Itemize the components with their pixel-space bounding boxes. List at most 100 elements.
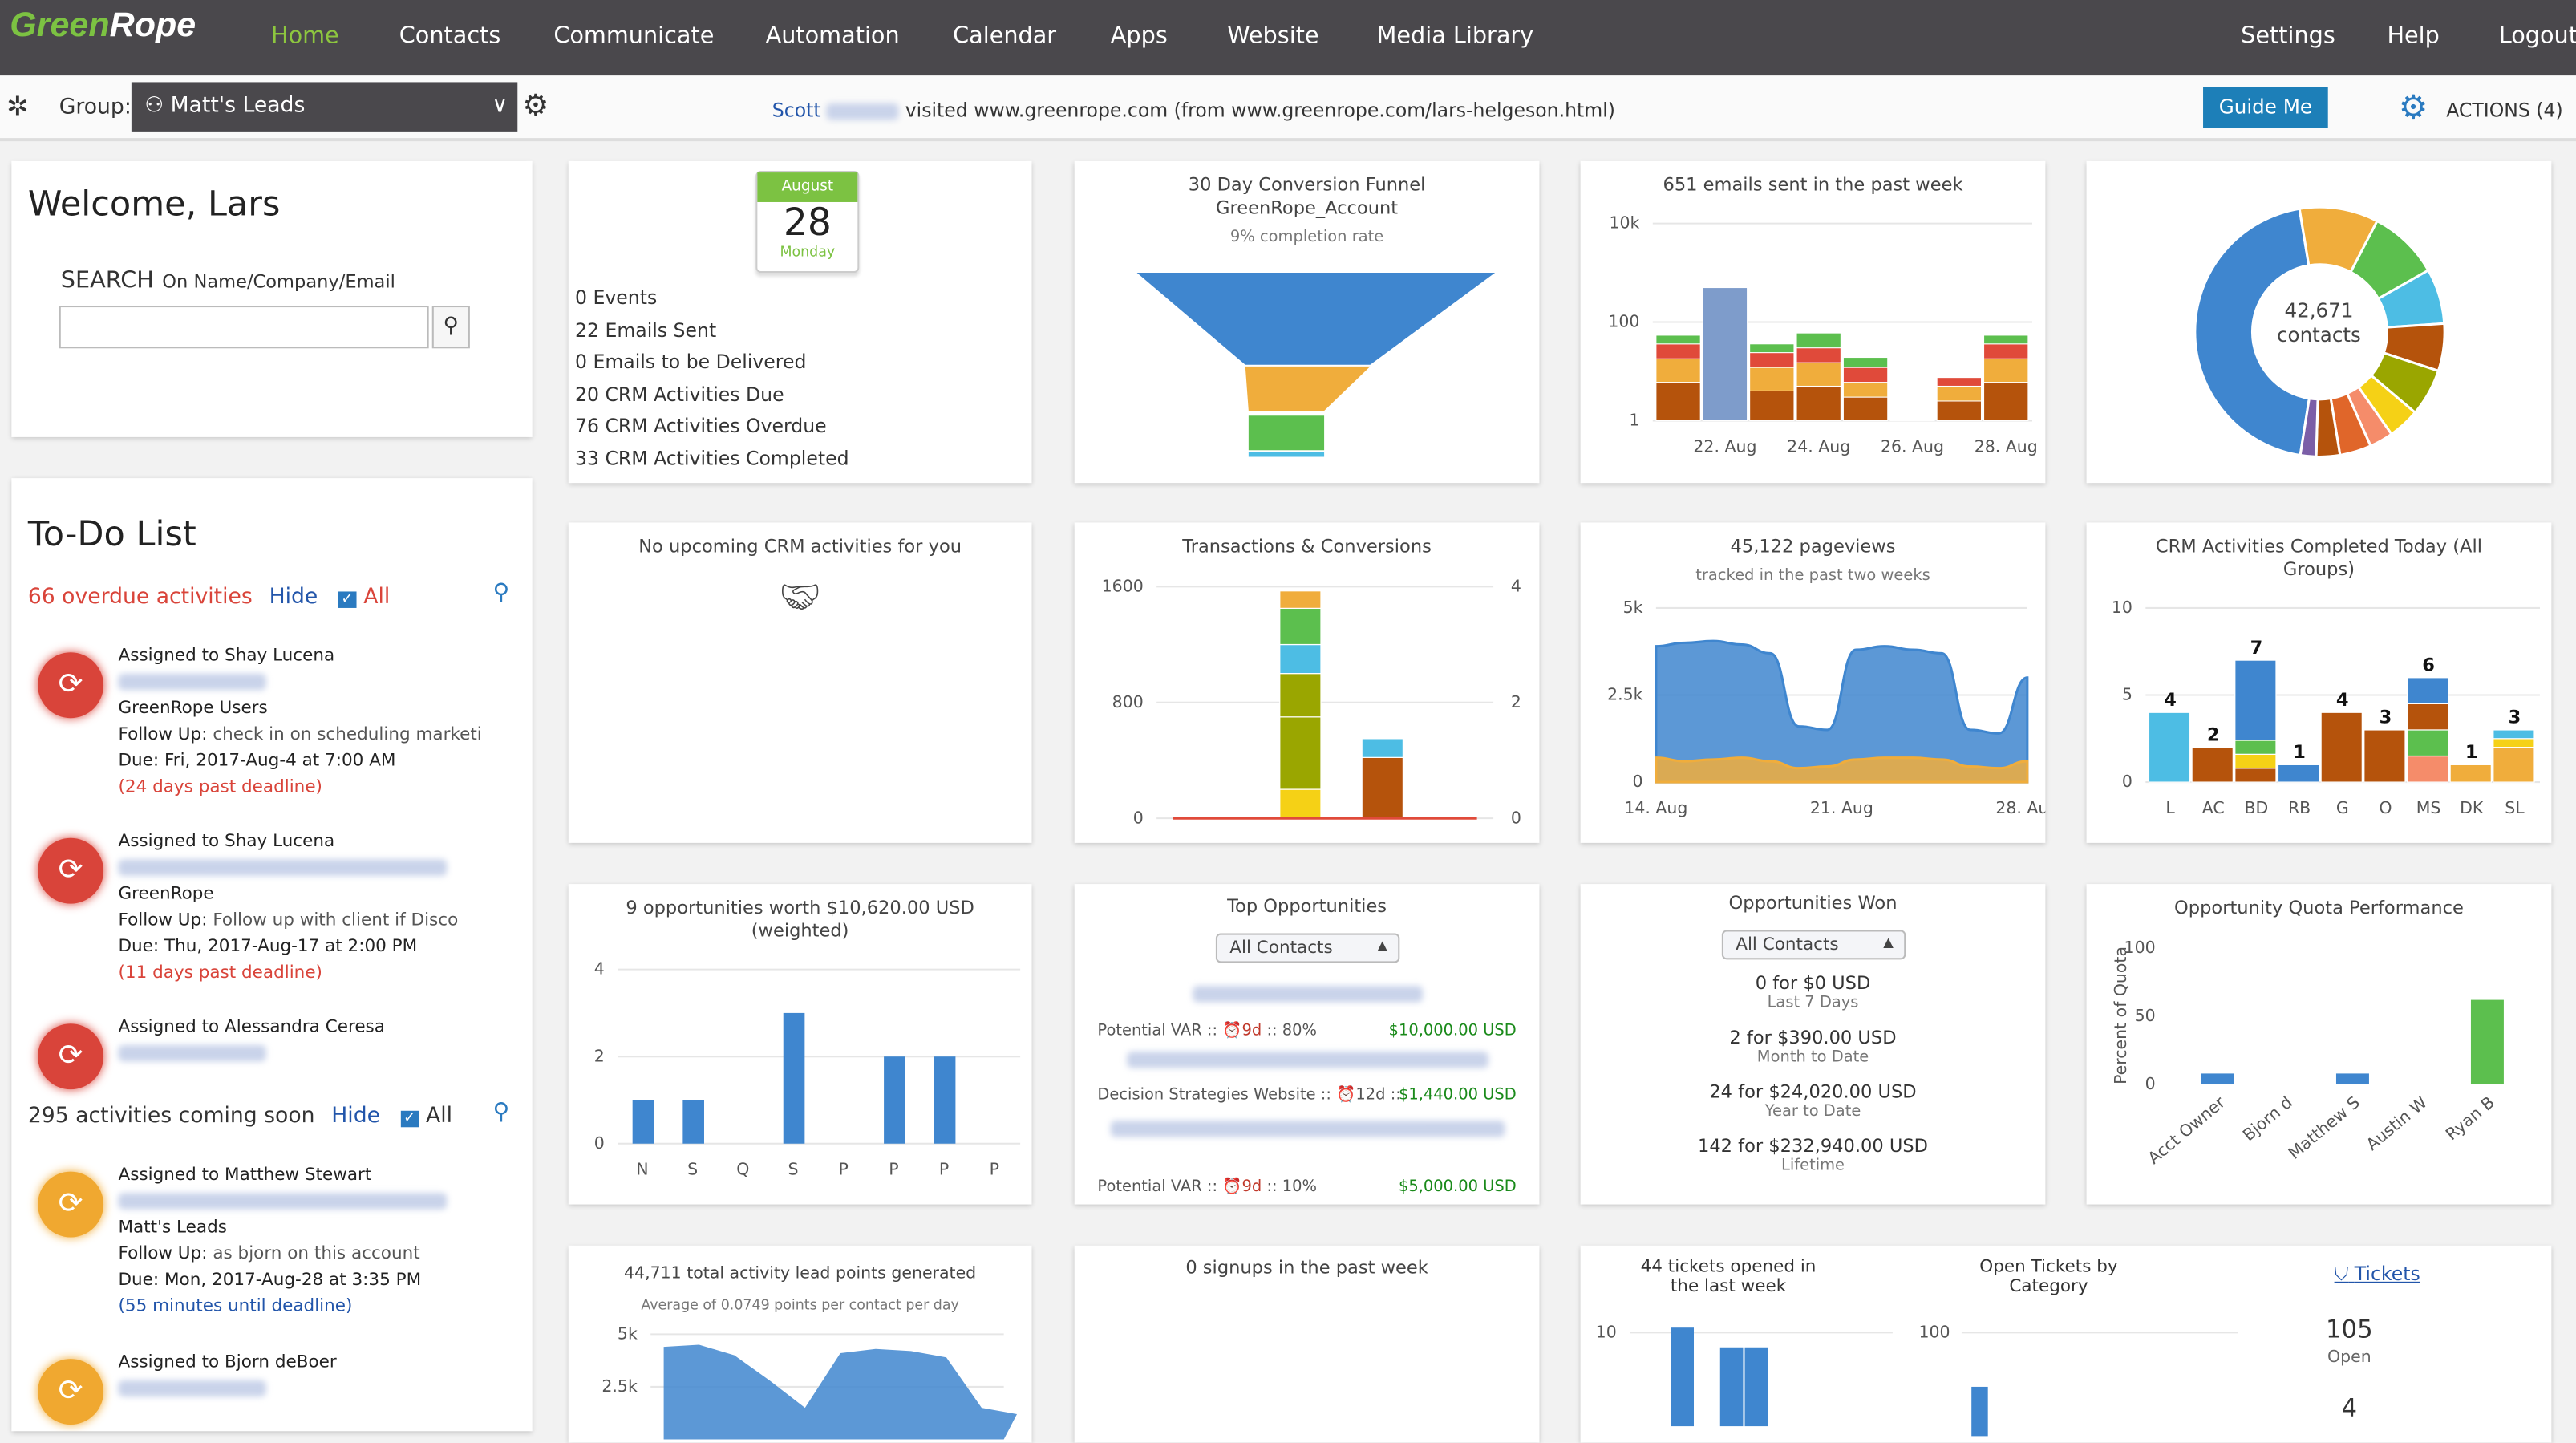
bar-segment	[2321, 712, 2362, 782]
calendar-stat[interactable]: 22 Emails Sent	[575, 314, 849, 347]
nav-contacts[interactable]: Contacts	[399, 23, 501, 50]
welcome-card: Welcome, Lars SEARCH On Name/Company/Ema…	[11, 161, 532, 437]
email-bar-segment	[1796, 363, 1841, 386]
data-label: 4	[2164, 690, 2177, 711]
select-arrows-icon: ▲	[1883, 931, 1894, 955]
nav-communicate[interactable]: Communicate	[553, 23, 714, 50]
y-tick-label: 2	[594, 1046, 605, 1065]
email-bar-segment	[1937, 386, 1981, 400]
group-settings-gear-icon[interactable]: ⚙	[522, 89, 549, 124]
email-bar-segment	[1656, 344, 1700, 359]
nav-help[interactable]: Help	[2387, 23, 2439, 50]
calendar-stat[interactable]: 20 CRM Activities Due	[575, 379, 849, 411]
coming-all-checkbox[interactable]: ✓ All	[400, 1105, 452, 1129]
x-tick-label: Q	[736, 1160, 749, 1179]
search-icon: ⚲	[444, 314, 460, 338]
nav-logout[interactable]: Logout	[2499, 23, 2576, 50]
opportunity-row[interactable]: Potential VAR :: ⏰9d :: 80%$10,000.00 US…	[1097, 1022, 1516, 1040]
todo-contact[interactable]	[118, 669, 481, 695]
email-bar-segment	[1703, 288, 1747, 421]
top-opps-select[interactable]: All Contacts▲	[1215, 934, 1399, 963]
todo-contact[interactable]	[118, 1188, 447, 1214]
x-tick-label: 26. Aug	[1881, 436, 1944, 456]
coming-hide-link[interactable]: Hide	[331, 1105, 380, 1129]
conversion-funnel-card: 30 Day Conversion Funnel GreenRope_Accou…	[1075, 161, 1540, 484]
todo-item[interactable]: Assigned to Bjorn deBoer	[118, 1349, 336, 1402]
email-bar-segment	[1796, 348, 1841, 363]
opps-won-title: Opportunities Won	[1581, 892, 2046, 915]
group-value: Matt's Leads	[171, 94, 306, 119]
opps-won-select[interactable]: All Contacts▲	[1721, 930, 1905, 959]
todo-contact[interactable]	[118, 1040, 384, 1067]
email-bar-segment	[1656, 383, 1700, 421]
overdue-all-label: All	[363, 585, 390, 610]
todo-contact[interactable]	[118, 854, 458, 881]
y-axis-label: Percent of Quota	[2111, 946, 2130, 1084]
won-period: Lifetime	[1581, 1157, 2046, 1175]
pageviews-card: 45,122 pageviews tracked in the past two…	[1581, 522, 2046, 842]
bar-segment	[1280, 789, 1321, 818]
todo-follow-up: Follow Up: as bjorn on this account	[118, 1241, 447, 1267]
calendar-stat[interactable]: 76 CRM Activities Overdue	[575, 411, 849, 444]
actions-button[interactable]: ACTIONS (4)	[2446, 99, 2562, 122]
todo-contact[interactable]	[118, 1376, 336, 1402]
x-tick-label: Austin W	[2363, 1092, 2431, 1154]
opportunity-row[interactable]: Potential VAR :: ⏰9d :: 10%$5,000.00 USD	[1097, 1178, 1516, 1197]
actions-gear-icon[interactable]: ⚙	[2399, 87, 2428, 127]
overdue-search-icon[interactable]: ⚲	[493, 580, 510, 606]
coming-search-icon[interactable]: ⚲	[493, 1099, 510, 1125]
bar-segment	[2364, 730, 2405, 782]
calendar-icon[interactable]: August 28 Monday	[755, 171, 859, 273]
nav-home[interactable]: Home	[271, 23, 339, 50]
won-period: Year to Date	[1581, 1103, 2046, 1121]
activity-text: visited www.greenrope.com (from www.gree…	[905, 99, 1615, 122]
bar-segment	[1362, 739, 1403, 757]
calendar-stat[interactable]: 0 Emails to be Delivered	[575, 347, 849, 379]
won-value: 24 for $24,020.00 USD	[1581, 1081, 2046, 1103]
todo-card: To-Do List 66 overdue activities Hide ✓ …	[11, 478, 532, 1431]
data-label: 1	[2465, 742, 2478, 763]
nav-automation[interactable]: Automation	[766, 23, 900, 50]
email-bar-segment	[1984, 335, 2028, 344]
opportunity-row[interactable]: Decision Strategies Website :: ⏰12d ::$1…	[1097, 1086, 1516, 1105]
opp-amount: $10,000.00 USD	[1389, 1022, 1517, 1040]
todo-follow-up: Follow Up: Follow up with client if Disc…	[118, 907, 458, 934]
nav-media-library[interactable]: Media Library	[1377, 23, 1534, 50]
nav-settings[interactable]: Settings	[2241, 23, 2335, 50]
search-button[interactable]: ⚲	[432, 306, 470, 348]
y-tick-label: 0	[1133, 808, 1144, 827]
overdue-all-checkbox[interactable]: ✓ All	[338, 585, 390, 610]
opportunity-name[interactable]	[1075, 983, 1540, 1006]
nav-website[interactable]: Website	[1227, 23, 1318, 50]
email-bar-segment	[1843, 358, 1887, 368]
search-input[interactable]	[59, 306, 429, 348]
greenrope-logo[interactable]: GreenRope	[10, 6, 196, 46]
x-tick-label: Acct Owner	[2144, 1092, 2229, 1168]
todo-item[interactable]: Assigned to Alessandra Ceresa	[118, 1014, 384, 1067]
nav-apps[interactable]: Apps	[1111, 23, 1168, 50]
opportunity-name[interactable]	[1075, 1117, 1540, 1141]
y-tick-label: 100	[1918, 1322, 1950, 1341]
chevron-down-icon: ∨	[492, 82, 507, 131]
guide-me-button[interactable]: Guide Me	[2203, 87, 2328, 128]
overdue-hide-link[interactable]: Hide	[269, 585, 318, 610]
calendar-stat[interactable]: 33 CRM Activities Completed	[575, 444, 849, 476]
group-select[interactable]: ⚇ Matt's Leads ∨	[132, 82, 517, 131]
y2-tick-label: 4	[1511, 576, 1521, 595]
y-tick-label: 1600	[1102, 576, 1144, 595]
network-icon[interactable]: ✲	[6, 91, 28, 122]
bar-segment	[1280, 591, 1321, 609]
activity-contact-link[interactable]: Scott	[772, 99, 821, 122]
crm-upcoming-title: No upcoming CRM activities for you	[569, 536, 1032, 559]
nav-calendar[interactable]: Calendar	[953, 23, 1056, 50]
opportunity-name[interactable]	[1075, 1048, 1540, 1072]
data-label: 4	[2336, 690, 2349, 711]
calendar-stat[interactable]: 0 Events	[575, 282, 849, 314]
coming-row: 295 activities coming soon Hide ✓ All	[28, 1105, 521, 1129]
opp-amount: $1,440.00 USD	[1399, 1086, 1517, 1105]
email-bar-segment	[1937, 401, 1981, 420]
